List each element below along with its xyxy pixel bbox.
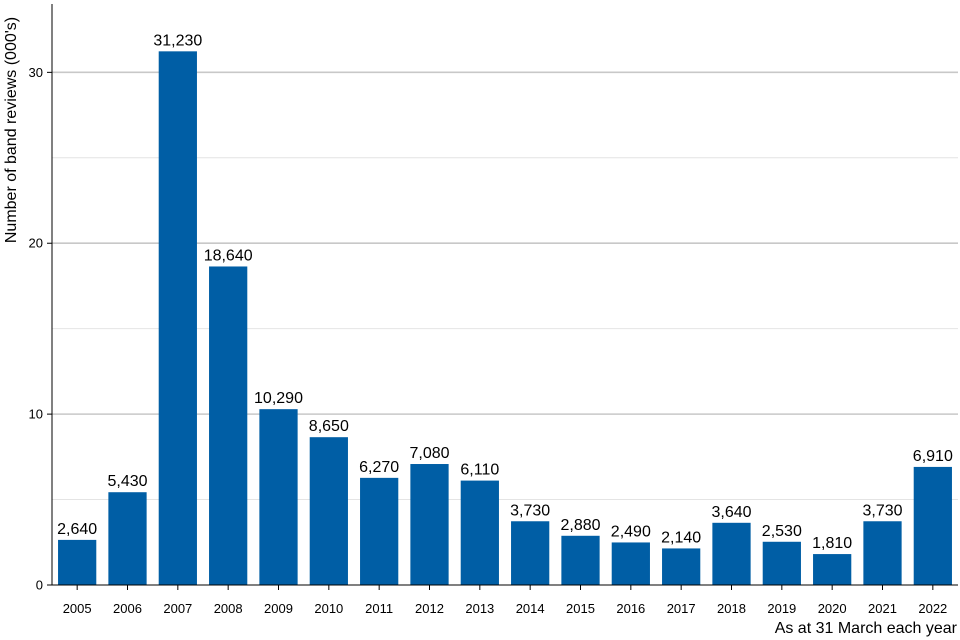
x-tick-label-2013: 2013 xyxy=(465,601,494,616)
data-label-2010: 8,650 xyxy=(309,418,349,435)
y-tick-label-20: 20 xyxy=(29,236,43,251)
data-label-2009: 10,290 xyxy=(254,390,303,407)
bar-2021 xyxy=(863,521,902,585)
bar-2020 xyxy=(813,554,852,585)
x-tick-label-2010: 2010 xyxy=(314,601,343,616)
data-label-2015: 2,880 xyxy=(560,517,600,534)
data-label-2016: 2,490 xyxy=(611,523,651,540)
data-label-2008: 18,640 xyxy=(204,247,253,264)
x-tick-label-2008: 2008 xyxy=(214,601,243,616)
bar-2015 xyxy=(561,535,600,585)
bar-2014 xyxy=(511,521,550,585)
x-tick-label-2006: 2006 xyxy=(113,601,142,616)
bar-2017 xyxy=(662,548,701,585)
x-tick-label-2014: 2014 xyxy=(516,601,545,616)
data-labels: 2,640 5,430 31,230 18,640 10,290 8,650 6,270 7,… xyxy=(57,32,953,552)
x-tick-label-2007: 2007 xyxy=(163,601,192,616)
bar-2010 xyxy=(309,437,348,585)
x-tick-label-2005: 2005 xyxy=(63,601,92,616)
y-tick-label-10: 10 xyxy=(29,407,43,422)
bar-2009 xyxy=(259,409,298,585)
data-label-2013: 6,110 xyxy=(460,462,499,479)
bar-2011 xyxy=(360,477,399,585)
bar-2013 xyxy=(460,480,499,585)
bar-2006 xyxy=(108,492,147,585)
data-label-2021: 3,730 xyxy=(862,502,902,519)
data-label-2017: 2,140 xyxy=(661,529,701,546)
bars xyxy=(58,51,952,585)
x-tick-label-2020: 2020 xyxy=(818,601,847,616)
y-tick-label-30: 30 xyxy=(29,65,43,80)
y-axis-ticks: 0 10 20 30 xyxy=(29,65,52,593)
bar-2016 xyxy=(611,542,650,585)
data-label-2014: 3,730 xyxy=(510,502,550,519)
x-tick-label-2011: 2011 xyxy=(365,601,393,616)
bar-2019 xyxy=(762,541,801,585)
data-label-2012: 7,080 xyxy=(409,445,449,462)
x-tick-label-2012: 2012 xyxy=(415,601,444,616)
bar-2005 xyxy=(58,539,97,585)
y-tick-label-0: 0 xyxy=(36,578,43,593)
bar-2022 xyxy=(913,466,952,585)
data-label-2007: 31,230 xyxy=(153,32,202,49)
bar-2008 xyxy=(209,266,248,585)
y-axis-title: Number of band reviews (000's) xyxy=(3,17,20,243)
data-label-2018: 3,640 xyxy=(711,504,751,521)
bar-2018 xyxy=(712,522,751,585)
x-tick-label-2015: 2015 xyxy=(566,601,595,616)
x-tick-label-2022: 2022 xyxy=(918,601,947,616)
data-label-2019: 2,530 xyxy=(762,523,802,540)
x-tick-label-2019: 2019 xyxy=(767,601,796,616)
data-label-2011: 6,270 xyxy=(359,459,399,476)
data-label-2006: 5,430 xyxy=(107,473,147,490)
x-tick-label-2018: 2018 xyxy=(717,601,746,616)
bar-2012 xyxy=(410,464,449,585)
x-tick-label-2017: 2017 xyxy=(667,601,696,616)
data-label-2020: 1,810 xyxy=(812,535,852,552)
grid-lines xyxy=(52,71,958,501)
x-tick-label-2016: 2016 xyxy=(616,601,645,616)
x-axis-ticks: 2005 2006 2007 2008 2009 2010 2011 2012 2013 2014… xyxy=(63,585,947,616)
data-label-2005: 2,640 xyxy=(57,521,97,538)
bar-2007 xyxy=(158,51,197,585)
x-axis-title: As at 31 March each year xyxy=(775,620,958,637)
x-tick-label-2009: 2009 xyxy=(264,601,293,616)
axes xyxy=(51,4,958,586)
x-tick-label-2021: 2021 xyxy=(868,601,897,616)
data-label-2022: 6,910 xyxy=(913,448,953,465)
